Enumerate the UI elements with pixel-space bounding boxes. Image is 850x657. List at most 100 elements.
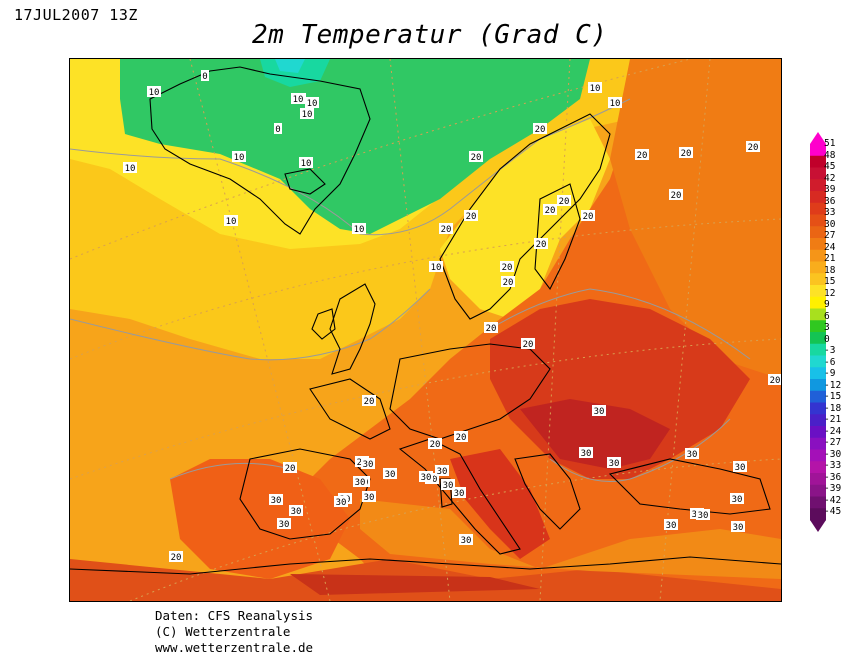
contour-label: 10 — [307, 99, 318, 109]
contour-label: 30 — [454, 489, 465, 499]
contour-label: 10 — [354, 225, 365, 235]
colorbar-label: -15 — [824, 391, 842, 402]
colorbar-label: -33 — [824, 460, 842, 471]
contour-label-bg — [439, 223, 453, 234]
colorbar-swatch — [810, 226, 826, 239]
contour-label: 10 — [431, 263, 442, 273]
colorbar-label: 21 — [824, 253, 836, 264]
colorbar-swatch — [810, 390, 826, 403]
contour-label-bg — [454, 431, 468, 442]
contour-label-bg — [592, 405, 606, 416]
contour-label: 10 — [149, 88, 160, 98]
contour-label: 0 — [275, 125, 280, 135]
contour-label: 20 — [637, 151, 648, 161]
contour-label: 10 — [302, 110, 313, 120]
contour-label-bg — [147, 86, 161, 97]
contour-label-bg — [353, 476, 367, 487]
contour-label: 30 — [385, 470, 396, 480]
iberia-field — [170, 459, 350, 579]
contour-label: 30 — [363, 460, 374, 470]
contour-label-bg — [123, 162, 137, 173]
contour-label: 30 — [461, 536, 472, 546]
contour-label-bg — [608, 97, 622, 108]
contour-label: 20 — [559, 197, 570, 207]
contour-label-bg — [685, 448, 699, 459]
contour-label-bg — [429, 261, 443, 272]
contour-label: 20 — [285, 464, 296, 474]
contour-label-bg — [579, 447, 593, 458]
contour-label-bg — [534, 238, 548, 249]
colorbar-swatch — [810, 496, 826, 509]
contour-label: 20 — [502, 263, 513, 273]
contour-label-bg — [305, 97, 319, 108]
contour-label-bg — [334, 496, 348, 507]
contour-label: 30 — [594, 407, 605, 417]
sahara-hot — [290, 574, 540, 595]
contour-label-bg — [635, 149, 649, 160]
contour-label: 30 — [666, 521, 677, 531]
colorbar-label: -21 — [824, 414, 842, 425]
colorbar-swatch — [810, 437, 826, 450]
colorbar — [808, 132, 848, 532]
contour-label: 20 — [748, 143, 759, 153]
colorbar-label: -12 — [824, 379, 842, 391]
colorbar-label: -45 — [824, 506, 842, 517]
contour-label: 20 — [456, 433, 467, 443]
contour-label: 30 — [443, 481, 454, 491]
colorbar-swatch — [810, 144, 826, 157]
colorbar-swatch — [810, 179, 826, 192]
contour-label-bg — [533, 123, 547, 134]
contour-label-bg — [696, 509, 710, 520]
contour-label-layer: 0001010101010101010101010102020202020202… — [123, 70, 781, 563]
colorbar-swatch — [810, 296, 826, 309]
contour-label: 20 — [466, 212, 477, 222]
colorbar-label: -9 — [824, 368, 836, 379]
contour-label-bg — [169, 551, 183, 562]
colorbar-swatch — [810, 261, 826, 274]
credit-url[interactable]: www.wetterzentrale.de — [155, 640, 314, 655]
contour-label: 30 — [437, 467, 448, 477]
contour-label-bg — [435, 465, 449, 476]
contour-label: 30 — [732, 495, 743, 505]
scandinavia-cool — [440, 119, 610, 319]
contour-label: 20 — [523, 340, 534, 350]
colorbar-swatch — [810, 202, 826, 215]
contour-label-bg — [428, 438, 442, 449]
mediterranean-field — [360, 499, 781, 579]
colorbar-swatch — [810, 426, 826, 439]
colorbar-label: -42 — [824, 494, 842, 506]
colorbar-swatch — [810, 238, 826, 251]
contour-label-bg — [224, 215, 238, 226]
contour-label-bg — [300, 108, 314, 119]
contour-label: 20 — [430, 440, 441, 450]
colorbar-swatch — [810, 414, 826, 427]
colorbar-swatch — [810, 367, 826, 380]
contour-label-bg — [441, 479, 455, 490]
colorbar-swatches — [810, 132, 826, 532]
contour-label: 30 — [581, 449, 592, 459]
colorbar-label: -18 — [824, 402, 842, 414]
colorbar-label: -6 — [824, 356, 836, 368]
contour-label: 10 — [293, 95, 304, 105]
contour-label: 10 — [125, 164, 136, 174]
contour-label: 30 — [355, 478, 366, 488]
contour-label-bg — [362, 395, 376, 406]
contour-label: 20 — [681, 149, 692, 159]
colorbar-label: 33 — [824, 207, 836, 218]
colorbar-label: 9 — [824, 299, 830, 310]
contour-label: 30 — [421, 473, 432, 483]
contour-label-bg — [588, 82, 602, 93]
colorbar-top-arrow — [810, 132, 826, 144]
contour-label: 30 — [291, 507, 302, 517]
contour-label: 20 — [503, 278, 514, 288]
colorbar-swatch — [810, 249, 826, 262]
colorbar-label: 30 — [824, 218, 836, 230]
contour-label-bg — [543, 204, 557, 215]
colorbar-label: -30 — [824, 448, 842, 460]
contour-label-bg — [459, 534, 473, 545]
contour-label-bg — [731, 521, 745, 532]
contour-label-bg — [664, 519, 678, 530]
contour-label: 20 — [671, 191, 682, 201]
contour-label: 10 — [610, 99, 621, 109]
contour-label: 20 — [364, 397, 375, 407]
